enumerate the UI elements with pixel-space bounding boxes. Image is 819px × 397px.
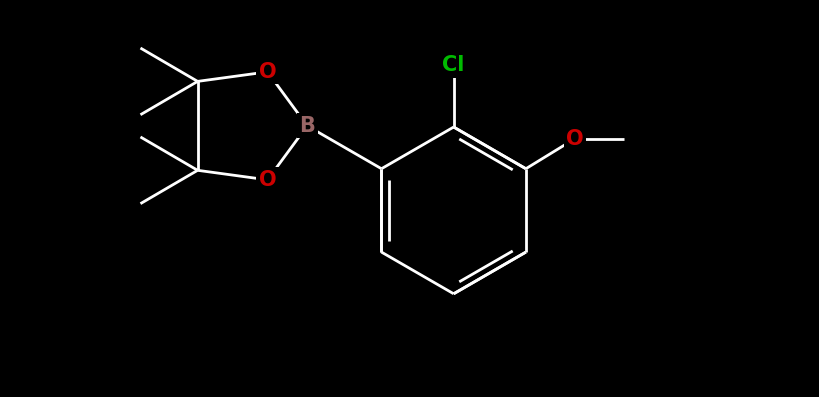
Text: Cl: Cl [442,55,464,75]
Text: O: O [258,62,276,82]
Text: O: O [258,170,276,190]
Text: O: O [566,129,583,148]
Text: B: B [299,116,314,136]
